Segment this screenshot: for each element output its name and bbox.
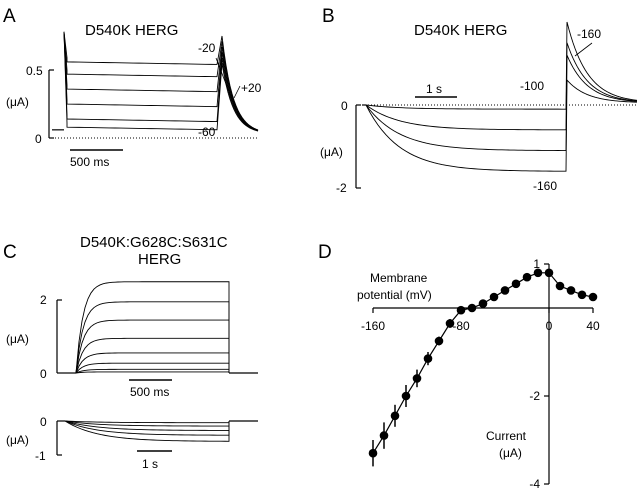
panel-c-label: C (3, 242, 17, 263)
panel-a-annotation: +20 (241, 81, 262, 95)
panel-d-y-label: Current (486, 429, 527, 443)
panel-b: B D540K HERG 0 -2 (μA) 1 s -160 -100 -16… (320, 6, 638, 195)
panel-c-bottom-y-unit: (μA) (6, 433, 29, 447)
panel-c-top-trace (75, 362, 230, 374)
panel-a-trace (63, 31, 259, 131)
panel-c-bottom-scalebar-label: 1 s (142, 457, 158, 471)
panel-d-x-label-line2: potential (mV) (357, 288, 432, 302)
panel-c-top-trace (75, 301, 230, 374)
panel-a-leader-line (233, 85, 241, 99)
panel-b-label: B (322, 6, 335, 27)
panel-c-top-trace (75, 319, 230, 374)
panel-d-data-point (434, 336, 444, 346)
panel-d-data-point (401, 391, 411, 401)
panel-c-bottom-trace (64, 420, 230, 442)
panel-c-top-y-unit: (μA) (6, 332, 29, 346)
panel-b-y-unit: (μA) (320, 145, 343, 159)
panel-d-plot (368, 268, 598, 467)
panel-c-top-y-tick-label: 0 (40, 367, 47, 381)
panel-b-trace (365, 78, 638, 172)
panel-d-data-point (412, 374, 422, 383)
panel-c-bottom-trace (64, 420, 230, 436)
panel-d-x-label: Membrane (370, 271, 428, 285)
panel-d-data-point (522, 272, 532, 282)
panel-a-label: A (3, 6, 16, 27)
panel-d-data-point (500, 286, 510, 295)
panel-a-trace (63, 31, 259, 132)
panel-c-top-scalebar-label: 500 ms (130, 385, 169, 399)
panel-c-top-trace (75, 352, 230, 374)
panel-d-data-point (456, 305, 466, 315)
panel-d-data-point (577, 290, 587, 300)
panel-d-data-point (533, 268, 543, 278)
panel-a: A D540K HERG 0.5 0 (μA) 500 ms -20 +20 -… (3, 6, 262, 169)
panel-d-data-point (544, 268, 554, 278)
panel-d-data-point (379, 431, 389, 440)
panel-b-trace (365, 21, 638, 110)
panel-d-y-tick-label: -2 (529, 389, 540, 403)
panel-d-data-point (445, 319, 455, 328)
panel-d-y-tick-label: 1 (533, 257, 540, 271)
panel-c-top-traces (62, 281, 258, 374)
panel-c-top-trace (75, 368, 230, 374)
panel-d-label: D (318, 242, 332, 263)
panel-d-data-point (390, 411, 400, 421)
panel-c-top-trace (75, 337, 230, 374)
panel-d-data-point (511, 279, 521, 289)
panel-d-data-point (423, 354, 433, 363)
panel-d-data-point (555, 281, 565, 291)
panel-a-scalebar-label: 500 ms (70, 155, 109, 169)
panel-a-trace (63, 31, 259, 132)
panel-b-trace (365, 55, 638, 151)
panel-d-x-tick-label: 40 (586, 319, 600, 333)
panel-b-title: D540K HERG (414, 22, 507, 39)
panel-a-y-tick-label: 0 (35, 132, 42, 146)
panel-b-scalebar-label: 1 s (426, 82, 442, 96)
panel-d-data-point (489, 292, 499, 302)
panel-a-trace (63, 31, 259, 131)
panel-a-trace (63, 31, 259, 131)
panel-c-bottom-trace (64, 420, 230, 424)
panel-c-title-line2: HERG (138, 251, 181, 268)
panel-c-top-trace (75, 371, 230, 374)
panel-c-bottom-y-tick-label: -1 (35, 449, 46, 463)
panel-c-bottom-trace (64, 420, 230, 431)
panel-d-data-point (478, 299, 488, 308)
panel-d-y-label-line2: (μA) (499, 446, 522, 460)
panel-d-y-tick-label: -4 (529, 477, 540, 491)
panel-b-trace (365, 42, 638, 131)
panel-d-data-point (467, 303, 477, 313)
panel-b-annotation: -160 (577, 27, 601, 41)
panel-c-top-y-tick-label: 2 (40, 293, 47, 307)
panel-d-x-tick-label: -160 (361, 319, 385, 333)
panel-d-axes: -160 -80 0 40 1 -2 -4 (361, 257, 600, 491)
panel-a-traces (52, 31, 259, 132)
panel-d-data-point (566, 286, 576, 295)
panel-a-y-unit: (μA) (6, 95, 29, 109)
panel-b-y-tick-label: 0 (341, 99, 348, 113)
panel-b-y-tick-label: -2 (336, 181, 347, 195)
panel-c-bottom-y-tick-label: 0 (40, 415, 47, 429)
panel-d-data-point (588, 292, 598, 302)
panel-d-x-tick-label: 0 (546, 319, 553, 333)
panel-c-bottom-traces (62, 420, 258, 442)
panel-a-annotation: -60 (198, 125, 216, 139)
panel-b-annotation: -160 (533, 179, 557, 193)
panel-a-title: D540K HERG (85, 22, 178, 39)
panel-a-annotation: -20 (198, 41, 216, 55)
panel-b-annotation: -100 (520, 79, 544, 93)
panel-d-data-point (368, 448, 378, 458)
panel-c-bottom-trace (64, 420, 230, 427)
panel-b-traces (362, 21, 638, 172)
panel-a-trace (63, 31, 259, 132)
panel-d-x-tick-label: -80 (452, 319, 470, 333)
panel-c: C D540K:G628C:S631C HERG 2 0 (μA) 500 ms… (3, 234, 258, 471)
panel-c-title: D540K:G628C:S631C (80, 234, 228, 251)
panel-c-top-trace (75, 281, 230, 374)
panel-d: D Membrane potential (mV) Current (μA) -… (318, 242, 600, 491)
panel-a-y-tick-label: 0.5 (26, 64, 43, 78)
panel-a-leader-line (215, 57, 237, 111)
panel-b-leader-line (574, 42, 593, 57)
